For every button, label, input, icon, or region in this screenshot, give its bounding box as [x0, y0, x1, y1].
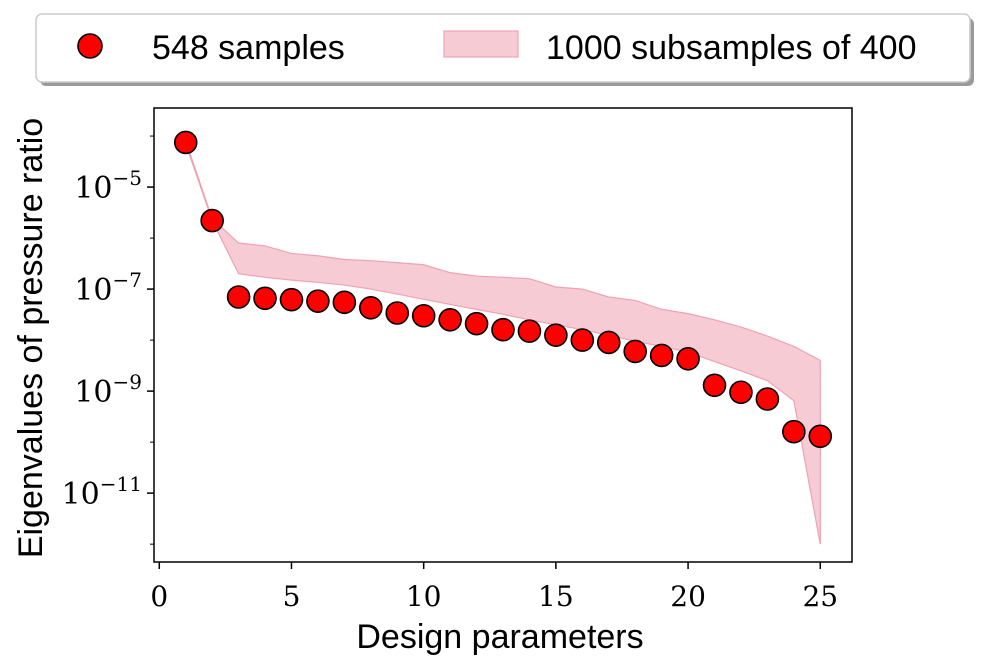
y-ticks: 10−11 10−9 10−7 10−5: [62, 135, 154, 545]
data-point: [491, 317, 515, 342]
y-tick-label: 10−9: [74, 370, 142, 410]
data-point: [438, 307, 462, 332]
data-point: [570, 328, 595, 352]
data-point: [702, 373, 727, 398]
data-point: [517, 319, 542, 343]
data-point: [544, 323, 568, 347]
x-tick-label: 0: [150, 580, 168, 613]
data-point: [253, 286, 277, 311]
data-point: [596, 330, 621, 355]
data-point: [358, 295, 383, 320]
data-point: [173, 130, 198, 155]
data-point: [385, 301, 410, 325]
y-tick-label: 10−7: [74, 268, 142, 308]
data-point: [279, 287, 304, 312]
data-point: [782, 419, 806, 444]
x-tick-label: 5: [283, 580, 301, 613]
data-point: [623, 339, 648, 364]
legend-swatch-band: [443, 30, 519, 58]
x-tick-label: 20: [670, 580, 706, 613]
data-point: [464, 311, 489, 336]
data-point: [332, 290, 357, 315]
x-tick-label: 15: [538, 580, 574, 613]
data-point: [755, 387, 780, 411]
x-axis-label: Design parameters: [356, 618, 643, 656]
data-point: [729, 380, 753, 405]
data-point: [411, 303, 436, 328]
data-point: [200, 208, 224, 233]
data-point: [676, 346, 700, 371]
x-tick-label: 25: [802, 580, 838, 613]
x-ticks: 0 5 10 15 20 25: [150, 562, 838, 613]
subsample-band: [185, 140, 821, 545]
y-tick-label: 10−11: [62, 472, 142, 512]
data-point: [226, 285, 251, 309]
data-point: [306, 289, 330, 313]
legend-label-band: 1000 subsamples of 400: [546, 29, 916, 67]
data-point: [808, 424, 833, 449]
band-layer: [185, 140, 821, 545]
x-tick-label: 10: [406, 580, 442, 613]
axes-frame: [153, 107, 853, 563]
y-axis-label: Eigenvalues of pressure ratio: [12, 118, 50, 558]
legend: 548 samples 1000 subsamples of 400: [35, 13, 974, 86]
legend-label-points: 548 samples: [152, 29, 345, 67]
data-point: [649, 343, 674, 368]
points-layer: [173, 130, 833, 449]
y-tick-label: 10−5: [74, 166, 142, 206]
legend-marker-points: [77, 33, 103, 59]
